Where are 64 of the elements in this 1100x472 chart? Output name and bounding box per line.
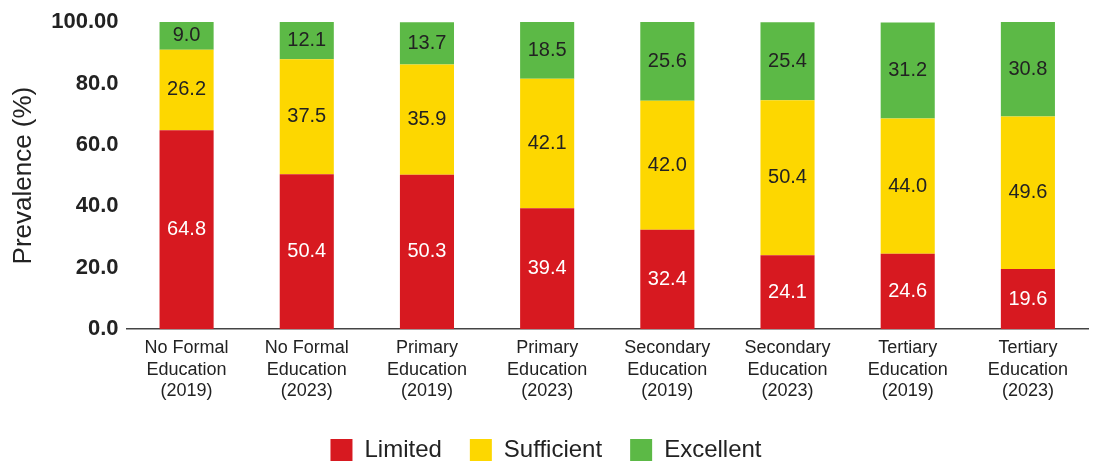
x-tick-label: Secondary Education (2023): [744, 336, 831, 401]
x-tick-label: Primary Education (2019): [386, 336, 467, 401]
data-label: 64.8: [167, 217, 207, 240]
data-label: 25.6: [647, 48, 687, 71]
data-label: 18.5: [527, 37, 567, 60]
bar: [1000, 116, 1055, 269]
bar: [399, 22, 454, 65]
bar: [279, 59, 334, 175]
x-tick-label: No Formal Education (2019): [144, 336, 229, 401]
bar: [399, 174, 454, 330]
bar: [520, 78, 575, 209]
data-label: 24.1: [768, 279, 807, 302]
data-label: 13.7: [407, 30, 447, 53]
bar: [1000, 268, 1055, 330]
x-tick-label: Tertiary Education (2019): [867, 336, 948, 401]
data-label: 42.1: [527, 131, 567, 154]
x-tick-label: Tertiary Education (2023): [987, 336, 1068, 401]
y-tick-label: 80.0: [75, 69, 119, 95]
bar: [640, 229, 695, 330]
bar: [159, 130, 214, 330]
data-label: 50.4: [768, 165, 807, 188]
data-label: 9.0: [172, 23, 201, 46]
bar: [520, 208, 575, 330]
data-label: 32.4: [647, 266, 687, 289]
bar: [880, 22, 935, 119]
data-label: 44.0: [888, 173, 928, 196]
bar: [640, 22, 695, 101]
bar: [760, 100, 815, 256]
legend-label: Limited: [364, 434, 442, 462]
data-label: 31.2: [888, 58, 928, 81]
bar: [880, 253, 935, 330]
bar: [760, 255, 815, 330]
y-axis-title: Prevalence (%): [6, 86, 37, 265]
y-tick-label: 100.00: [51, 8, 119, 34]
data-label: 42.0: [647, 152, 687, 175]
bar: [880, 118, 935, 254]
data-label: 50.4: [287, 239, 327, 262]
legend-label: Sufficient: [503, 434, 603, 462]
data-label: 19.6: [1008, 286, 1048, 309]
data-label: 35.9: [407, 107, 447, 130]
bar: [279, 174, 334, 330]
bar: [760, 22, 815, 101]
x-tick-label: Primary Education (2023): [507, 336, 588, 401]
x-tick-label: No Formal Education (2023): [264, 336, 349, 401]
bar: [399, 64, 454, 175]
data-label: 12.1: [287, 28, 327, 51]
bar: [159, 49, 214, 131]
data-label: 50.3: [407, 239, 447, 262]
data-label: 24.6: [888, 278, 928, 301]
data-label: 39.4: [527, 256, 567, 279]
x-tick-label: Secondary Education (2019): [624, 336, 711, 401]
legend-label: Excellent: [664, 434, 762, 462]
y-tick-label: 0.0: [87, 315, 119, 341]
data-label: 26.2: [167, 77, 207, 100]
bar: [520, 22, 575, 79]
bar: [1000, 22, 1055, 117]
y-tick-label: 60.0: [75, 130, 119, 156]
y-tick-label: 20.0: [75, 253, 119, 279]
data-label: 30.8: [1008, 56, 1048, 79]
data-label: 25.4: [768, 48, 807, 71]
bar: [640, 100, 695, 230]
data-label: 37.5: [287, 104, 327, 127]
y-tick-label: 40.0: [75, 192, 119, 218]
data-label: 49.6: [1008, 180, 1048, 203]
